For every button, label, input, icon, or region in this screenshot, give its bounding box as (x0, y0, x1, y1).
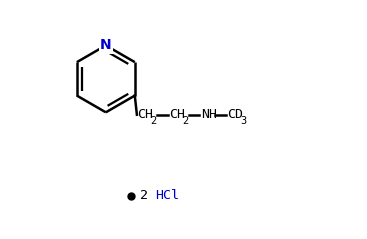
Text: 2: 2 (150, 116, 157, 126)
Text: 2: 2 (182, 116, 188, 126)
Text: CH: CH (137, 108, 153, 121)
Text: CD: CD (227, 108, 243, 121)
Text: 3: 3 (241, 116, 247, 126)
Text: N: N (100, 38, 112, 52)
Text: N: N (100, 38, 112, 52)
Text: CH: CH (169, 108, 185, 121)
Text: NH: NH (201, 108, 217, 121)
Text: 2: 2 (141, 190, 149, 202)
Text: HCl: HCl (155, 190, 179, 202)
